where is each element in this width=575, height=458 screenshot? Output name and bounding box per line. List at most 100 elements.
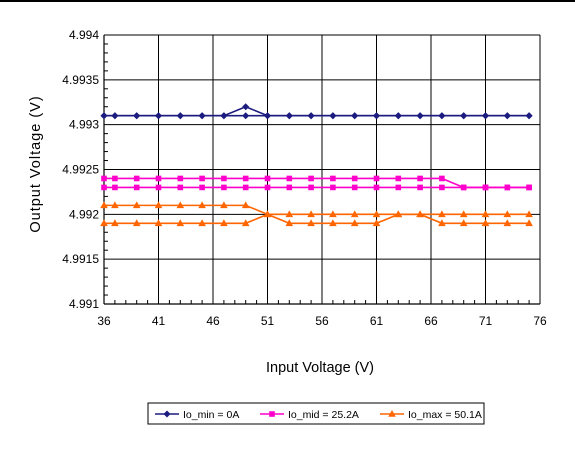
data-point-io-mid xyxy=(112,184,118,191)
data-point-io-max xyxy=(459,219,468,227)
data-point-io-mid xyxy=(133,175,140,182)
data-point-io-mid xyxy=(101,184,107,191)
data-point-io-mid xyxy=(242,175,249,182)
data-point-io-mid xyxy=(133,184,140,191)
data-point-io-max xyxy=(198,219,206,227)
data-point-io-max xyxy=(154,219,163,227)
data-point-io-min xyxy=(220,112,228,120)
data-point-io-mid xyxy=(286,175,293,182)
data-point-io-mid xyxy=(221,184,227,191)
data-point-io-max xyxy=(285,210,294,218)
data-point-io-max xyxy=(176,201,185,209)
data-point-io-mid xyxy=(460,184,467,191)
data-point-io-min xyxy=(176,112,184,120)
top-border-line xyxy=(0,0,575,2)
data-point-io-mid xyxy=(395,184,402,191)
legend-label: Io_max = 50.1A xyxy=(408,409,482,421)
x-axis-title: Input Voltage (V) xyxy=(266,360,374,376)
series-line-io-max-1 xyxy=(104,204,530,216)
legend-label: Io_mid = 25.2A xyxy=(288,409,359,421)
data-point-io-max xyxy=(459,210,468,218)
data-point-io-mid xyxy=(264,184,271,191)
data-point-io-mid xyxy=(264,175,271,182)
y-axis-title: Output Voltage (V) xyxy=(28,95,44,232)
data-point-io-mid xyxy=(101,175,107,182)
data-point-io-mid xyxy=(373,184,380,191)
data-point-io-max xyxy=(132,201,141,209)
x-tick-label: 36 xyxy=(97,314,111,328)
data-point-io-max xyxy=(263,210,272,218)
data-point-io-mid xyxy=(439,184,445,191)
data-point-io-max xyxy=(481,210,490,218)
data-point-io-min xyxy=(329,112,337,120)
data-point-io-min xyxy=(100,112,108,120)
data-point-io-max xyxy=(350,210,359,218)
y-tick-label: 4.9915 xyxy=(62,252,99,266)
data-point-io-mid xyxy=(395,175,402,182)
data-point-io-mid xyxy=(526,184,532,191)
data-point-io-min xyxy=(525,112,533,120)
data-point-io-max xyxy=(307,210,315,218)
data-point-io-mid xyxy=(330,175,336,182)
data-point-io-min xyxy=(155,112,162,120)
x-tick-label: 56 xyxy=(315,314,329,328)
data-point-io-mid xyxy=(242,184,249,191)
data-point-io-mid xyxy=(177,184,184,191)
y-tick-label: 4.994 xyxy=(69,28,99,42)
data-point-io-max xyxy=(307,219,315,227)
data-point-io-mid xyxy=(417,175,423,182)
grid-lines xyxy=(104,34,541,304)
data-point-io-mid xyxy=(351,175,358,182)
data-point-io-min xyxy=(242,103,250,111)
data-point-io-min xyxy=(460,112,468,120)
x-tick-label: 61 xyxy=(370,314,384,328)
legend-label: Io_min = 0A xyxy=(183,409,239,421)
data-point-io-mid xyxy=(199,175,205,182)
y-tick-label: 4.9935 xyxy=(62,73,99,87)
x-tick-label: 76 xyxy=(533,314,547,328)
legend-swatch-marker xyxy=(163,410,171,418)
data-point-io-max xyxy=(481,219,490,227)
data-point-io-min xyxy=(503,112,511,120)
data-point-io-max xyxy=(220,219,228,227)
data-series xyxy=(100,103,533,227)
data-point-io-mid xyxy=(286,184,293,191)
data-point-io-max xyxy=(285,219,294,227)
data-point-io-max xyxy=(132,219,141,227)
data-point-io-mid xyxy=(155,184,162,191)
y-tick-label: 4.993 xyxy=(69,118,99,132)
data-point-io-min xyxy=(111,112,119,120)
data-point-io-min xyxy=(264,112,271,120)
data-point-io-max xyxy=(198,201,206,209)
data-point-io-min xyxy=(438,112,446,120)
data-point-io-max xyxy=(350,219,359,227)
data-point-io-max xyxy=(241,219,250,227)
legend-box xyxy=(147,402,485,425)
data-point-io-min xyxy=(394,112,402,120)
data-point-io-mid xyxy=(199,184,205,191)
data-point-io-max xyxy=(525,210,533,218)
data-point-io-mid xyxy=(439,175,445,182)
data-point-io-mid xyxy=(112,175,118,182)
data-point-io-min xyxy=(416,112,424,120)
data-point-io-mid xyxy=(177,175,184,182)
data-point-io-max xyxy=(394,210,403,218)
legend-swatch-marker xyxy=(269,411,275,417)
data-point-io-min xyxy=(285,112,293,120)
x-tick-label: 51 xyxy=(261,314,275,328)
data-point-io-min xyxy=(133,112,141,120)
data-point-io-mid xyxy=(351,184,358,191)
data-point-io-max xyxy=(438,219,446,227)
data-point-io-max xyxy=(372,210,381,218)
data-point-io-min xyxy=(307,112,315,120)
y-tick-labels: 4.991 4.9915 4.992 4.9925 4.993 4.9935 4.994 xyxy=(62,28,99,311)
data-point-io-min xyxy=(242,112,250,120)
legend-swatch-marker xyxy=(388,410,396,417)
x-tick-label: 71 xyxy=(479,314,493,328)
data-point-io-max xyxy=(438,210,446,218)
x-tick-labels: 36 41 46 51 56 61 66 71 76 xyxy=(97,314,547,328)
data-point-io-max xyxy=(525,219,533,227)
data-point-io-max xyxy=(329,219,337,227)
data-point-io-max xyxy=(416,210,424,218)
